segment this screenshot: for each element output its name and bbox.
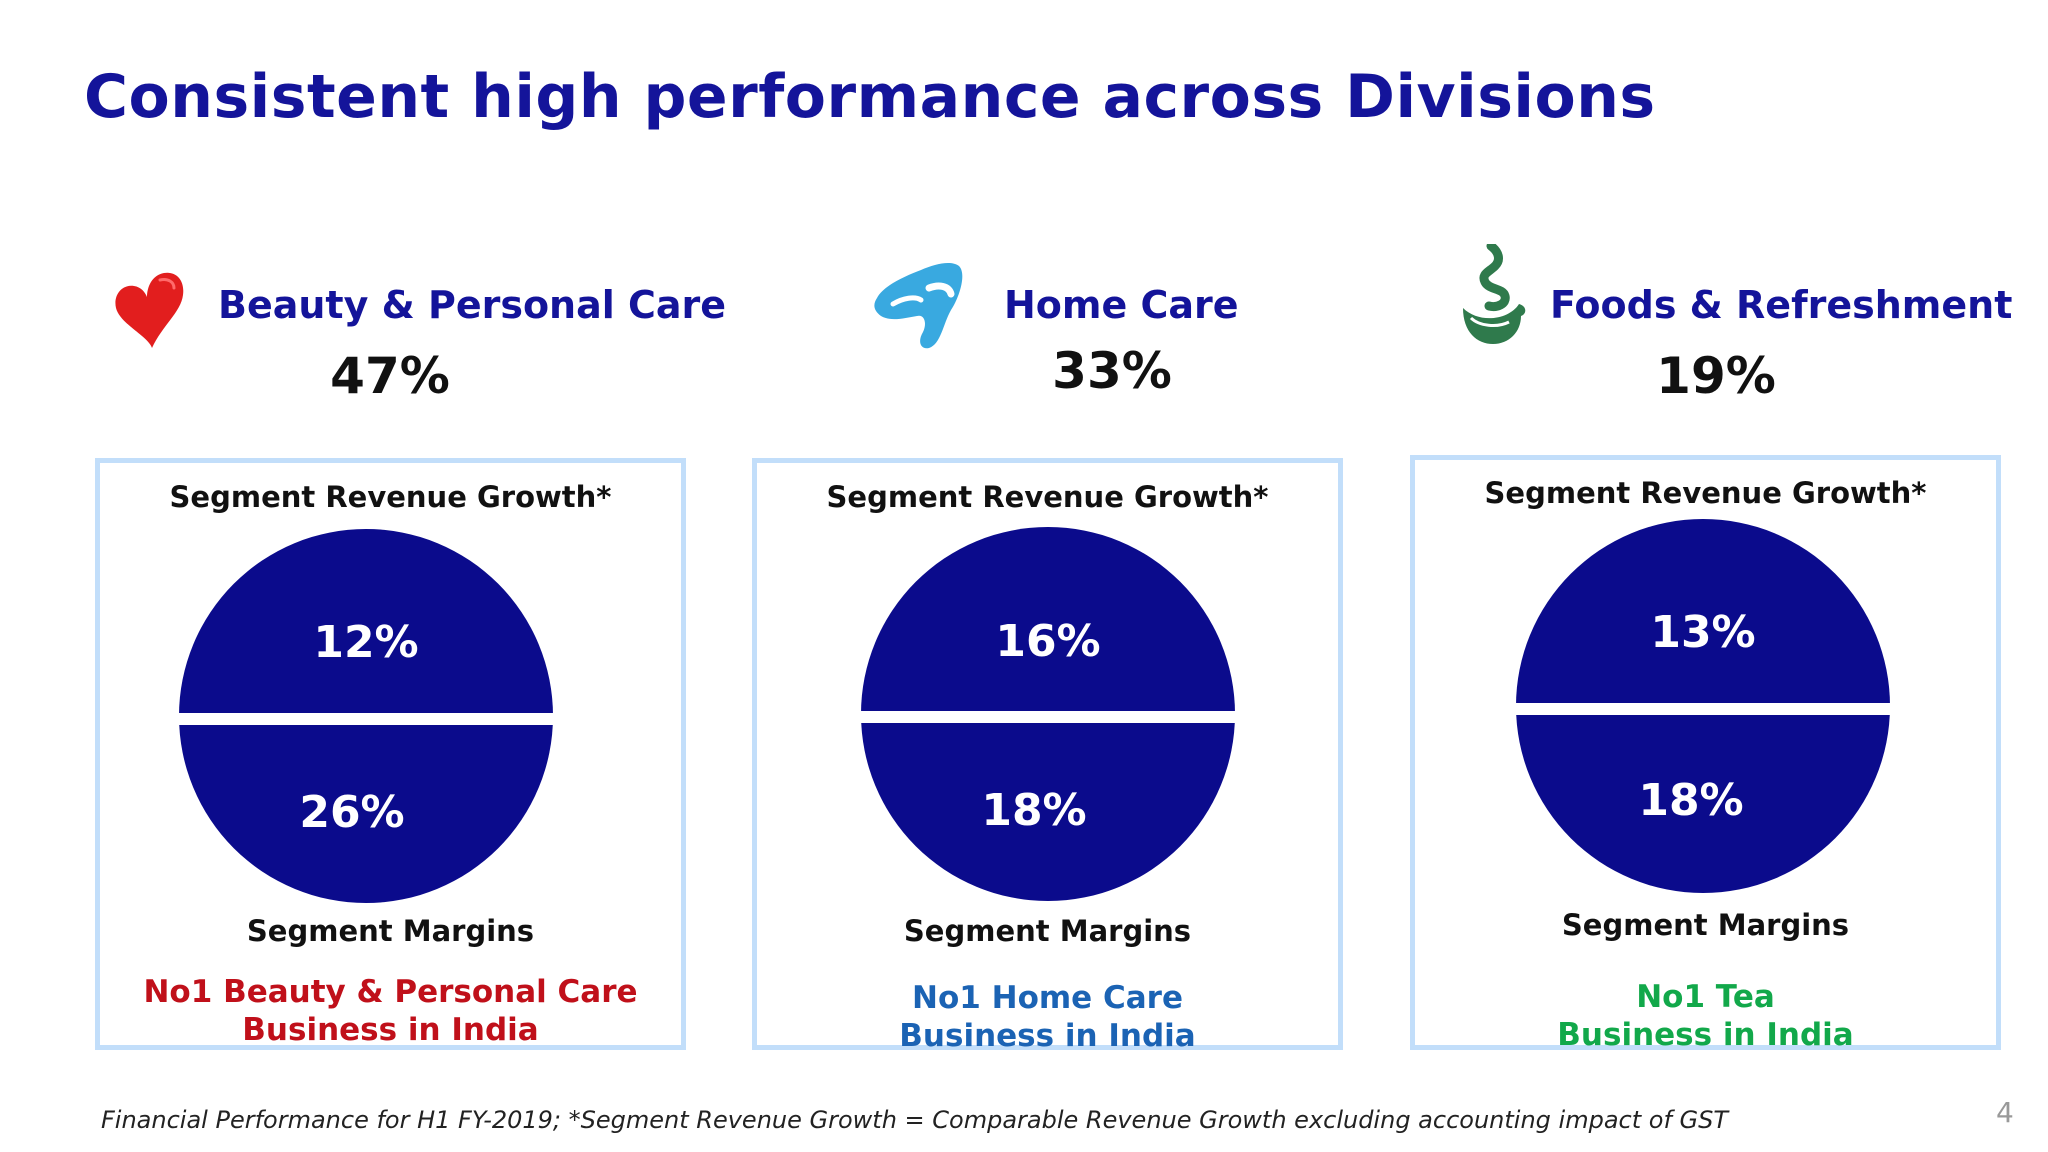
- heart-icon: [115, 272, 184, 348]
- division-name-beauty: Beauty & Personal Care: [218, 283, 727, 327]
- page-number: 4: [1996, 1096, 2014, 1129]
- page-title: Consistent high performance across Divis…: [84, 62, 1656, 132]
- segment-revenue-growth-label: Segment Revenue Growth*: [826, 480, 1269, 514]
- division-share-foods: 19%: [1656, 347, 1776, 405]
- leadership-tagline: No1 Tea Business in India: [1415, 978, 1996, 1054]
- revenue-growth-value: 13%: [1650, 607, 1756, 658]
- segment-margin-half: [1516, 715, 1890, 893]
- segment-margins-label: Segment Margins: [1561, 908, 1850, 942]
- division-name-home-care: Home Care: [1004, 283, 1239, 327]
- segment-margin-half: [179, 725, 553, 903]
- segment-margin-value: 18%: [1638, 775, 1744, 826]
- revenue-growth-half: [861, 527, 1235, 711]
- tagline-line-1: No1 Home Care: [912, 980, 1183, 1016]
- segment-margin-value: 18%: [981, 785, 1087, 836]
- segment-margins-label: Segment Margins: [246, 914, 535, 948]
- tea-cup-icon: [1463, 244, 1526, 344]
- footnote: Financial Performance for H1 FY-2019; *S…: [101, 1106, 1729, 1134]
- revenue-growth-half: [1516, 519, 1890, 703]
- segment-margins-label: Segment Margins: [903, 914, 1192, 948]
- tagline-line-1: No1 Beauty & Personal Care: [143, 974, 638, 1010]
- performance-circle: 16% 18%: [861, 527, 1235, 901]
- segment-margin-half: [861, 723, 1235, 901]
- performance-circle: 12% 26%: [179, 529, 553, 903]
- division-card-beauty: Segment Revenue Growth* 12% 26% Segment …: [95, 458, 686, 1050]
- revenue-growth-value: 12%: [313, 617, 419, 668]
- segment-revenue-growth-label: Segment Revenue Growth*: [169, 480, 612, 514]
- segment-margin-value: 26%: [299, 787, 405, 838]
- tagline-line-1: No1 Tea: [1636, 979, 1775, 1015]
- home-care-icon: [874, 263, 963, 349]
- segment-revenue-growth-label: Segment Revenue Growth*: [1484, 476, 1927, 510]
- tagline-line-2: Business in India: [1557, 1017, 1854, 1053]
- revenue-growth-half: [179, 529, 553, 713]
- tagline-line-2: Business in India: [242, 1012, 539, 1048]
- division-share-home-care: 33%: [1052, 342, 1172, 400]
- division-share-beauty: 47%: [330, 347, 450, 405]
- division-card-foods: Segment Revenue Growth* 13% 18% Segment …: [1410, 455, 2001, 1053]
- revenue-growth-value: 16%: [995, 616, 1101, 667]
- leadership-tagline: No1 Beauty & Personal Care Business in I…: [100, 973, 681, 1049]
- performance-circle: 13% 18%: [1516, 519, 1890, 893]
- division-name-foods: Foods & Refreshment: [1550, 283, 2013, 327]
- division-card-home-care: Segment Revenue Growth* 16% 18% Segment …: [752, 458, 1343, 1054]
- leadership-tagline: No1 Home Care Business in India: [757, 979, 1338, 1055]
- tagline-line-2: Business in India: [899, 1018, 1196, 1054]
